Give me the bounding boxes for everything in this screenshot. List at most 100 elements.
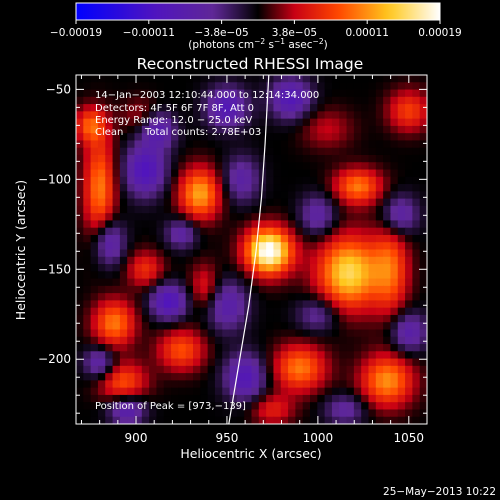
heatmap-cell	[141, 344, 150, 352]
heatmap-cell	[83, 234, 92, 243]
heatmap-cell	[339, 89, 348, 98]
heatmap-cell	[163, 271, 172, 280]
heatmap-cell	[317, 256, 326, 265]
heatmap-cell	[361, 300, 370, 309]
heatmap-cell	[163, 373, 172, 381]
heatmap-cell	[105, 176, 114, 185]
heatmap-cell	[83, 416, 92, 424]
heatmap-cell	[119, 220, 128, 229]
heatmap-cell	[83, 322, 92, 331]
heatmap-cell	[156, 234, 165, 243]
heatmap-cell	[419, 220, 427, 229]
heatmap-cell	[295, 111, 304, 120]
heatmap-cell	[244, 387, 253, 396]
heatmap-cell	[295, 285, 304, 294]
heatmap-cell	[97, 242, 106, 251]
heatmap-cell	[361, 249, 370, 258]
heatmap-cell	[105, 104, 114, 112]
heatmap-cell	[295, 264, 304, 272]
heatmap-cell	[339, 176, 348, 185]
heatmap-cell	[105, 373, 114, 381]
heatmap-cell	[353, 300, 362, 309]
heatmap-cell	[171, 416, 179, 424]
heatmap-cell	[207, 184, 216, 192]
heatmap-cell	[368, 271, 377, 280]
heatmap-cell	[200, 402, 209, 411]
heatmap-cell	[105, 344, 114, 352]
heatmap-cell	[258, 111, 267, 120]
heatmap-cell	[310, 147, 318, 156]
heatmap-cell	[178, 89, 187, 98]
heatmap-cell	[76, 300, 84, 309]
heatmap-cell	[207, 213, 216, 222]
heatmap-cell	[244, 111, 253, 120]
heatmap-cell	[83, 307, 92, 316]
heatmap-cell	[229, 242, 238, 251]
heatmap-cell	[163, 133, 172, 142]
heatmap-cell	[273, 213, 282, 222]
heatmap-cell	[273, 234, 282, 243]
heatmap-cell	[200, 416, 209, 424]
heatmap-cell	[134, 249, 143, 258]
heatmap-cell	[134, 227, 143, 236]
heatmap-cell	[185, 336, 194, 345]
heatmap-cell	[339, 344, 348, 352]
heatmap-cell	[134, 394, 143, 403]
heatmap-cell	[258, 227, 267, 236]
heatmap-cell	[127, 147, 136, 156]
heatmap-cell	[76, 169, 84, 178]
heatmap-cell	[346, 256, 355, 265]
heatmap-cell	[193, 184, 201, 192]
heatmap-cell	[90, 329, 99, 338]
heatmap-cell	[119, 147, 128, 156]
heatmap-cell	[266, 111, 275, 120]
heatmap-cell	[339, 169, 348, 178]
heatmap-cell	[331, 234, 340, 243]
heatmap-cell	[324, 373, 333, 381]
heatmap-cell	[251, 162, 260, 171]
heatmap-cell	[266, 329, 275, 338]
heatmap-cell	[244, 125, 253, 134]
heatmap-cell	[149, 394, 158, 403]
heatmap-cell	[185, 118, 194, 127]
heatmap-cell	[419, 365, 427, 374]
heatmap-cell	[266, 344, 275, 352]
heatmap-cell	[185, 176, 194, 185]
heatmap-cell	[112, 380, 121, 389]
heatmap-cell	[178, 176, 187, 185]
heatmap-cell	[383, 351, 392, 360]
heatmap-cell	[390, 205, 399, 214]
heatmap-cell	[419, 278, 427, 287]
heatmap-cell	[251, 314, 260, 323]
heatmap-cell	[90, 387, 99, 396]
heatmap-cell	[419, 104, 427, 112]
heatmap-cell	[90, 234, 99, 243]
heatmap-cell	[244, 271, 253, 280]
heatmap-cell	[97, 234, 106, 243]
heatmap-cell	[127, 176, 136, 185]
heatmap-cell	[127, 293, 136, 301]
heatmap-cell	[141, 75, 150, 83]
heatmap-cell	[331, 344, 340, 352]
heatmap-cell	[412, 387, 421, 396]
heatmap-cell	[383, 387, 392, 396]
heatmap-cell	[141, 322, 150, 331]
heatmap-cell	[288, 307, 296, 316]
heatmap-cell	[149, 111, 158, 120]
heatmap-cell	[119, 234, 128, 243]
heatmap-cell	[346, 249, 355, 258]
heatmap-cell	[214, 387, 223, 396]
heatmap-cell	[149, 285, 158, 294]
heatmap-cell	[76, 365, 84, 374]
heatmap-cell	[90, 249, 99, 258]
heatmap-cell	[302, 271, 311, 280]
heatmap-cell	[119, 140, 128, 149]
heatmap-cell	[236, 220, 245, 229]
heatmap-cell	[127, 184, 136, 192]
heatmap-cell	[83, 329, 92, 338]
heatmap-cell	[90, 176, 99, 185]
heatmap-cell	[375, 329, 384, 338]
heatmap-cell	[200, 220, 209, 229]
heatmap-cell	[178, 154, 187, 163]
heatmap-cell	[266, 380, 275, 389]
